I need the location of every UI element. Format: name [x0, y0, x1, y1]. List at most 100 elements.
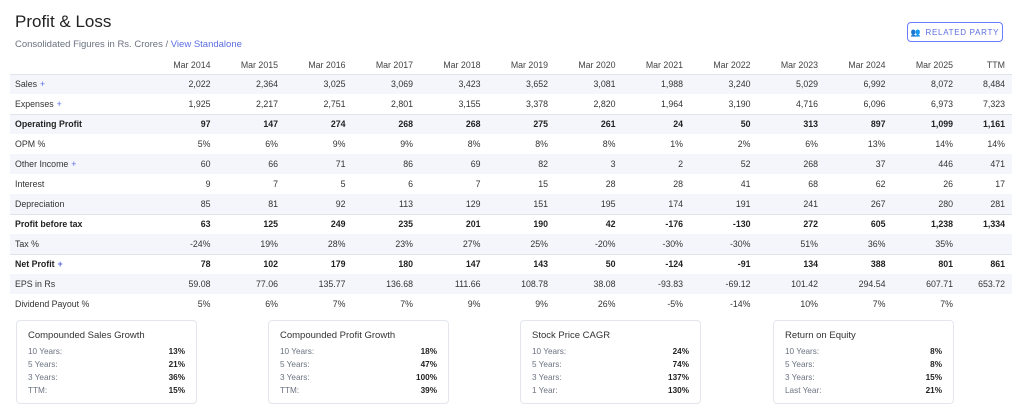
- table-cell: 13%: [867, 139, 886, 149]
- growth-row: 10 Years: 18%: [280, 345, 437, 358]
- growth-panel-title: Return on Equity: [785, 330, 856, 341]
- growth-panel: Stock Price CAGR 10 Years: 24% 5 Years: 74% 3…: [520, 320, 701, 404]
- row-label[interactable]: Net Profit +: [10, 253, 150, 274]
- table-cell: 2: [622, 154, 690, 174]
- table-cell: 3,240: [690, 73, 758, 94]
- table-cell: 653.72: [960, 274, 1012, 294]
- table-cell: 294.54: [825, 274, 893, 294]
- table-header-row: Mar 2014 Mar 2015 Mar 2016 Mar 2017 Mar 2018…: [10, 57, 1012, 74]
- growth-period-label: 3 Years:: [532, 373, 562, 382]
- table-cell: 143: [487, 253, 555, 274]
- table-row[interactable]: Sales +2,022 2,364 3,025 3,069 3,423 3,652 3,08…: [10, 73, 1012, 94]
- table-body: Sales +2,022 2,364 3,025 3,069 3,423 3,652 3,08…: [10, 73, 1012, 314]
- growth-row: Last Year: 21%: [785, 384, 942, 397]
- page-title: Profit & Loss: [15, 12, 112, 31]
- row-label: Depreciation: [10, 194, 150, 214]
- row-label[interactable]: Other Income +: [10, 154, 150, 174]
- table-cell: 2%: [737, 139, 751, 149]
- table-cell: 446: [892, 154, 960, 174]
- table-row[interactable]: Other Income +60 66 71 86 69 82 3 2 52 268 37 446 471: [10, 154, 1012, 174]
- expand-row-button[interactable]: +: [40, 79, 46, 90]
- table-cell: 201: [420, 213, 488, 234]
- table-cell: 101.42: [757, 274, 825, 294]
- column-header: Mar 2023: [780, 60, 818, 71]
- growth-row: 3 Years: 15%: [785, 371, 942, 384]
- growth-value: 137%: [668, 373, 689, 382]
- table-cell: 8,072: [892, 73, 960, 94]
- profit-loss-table: Mar 2014 Mar 2015 Mar 2016 Mar 2017 Mar 2018…: [10, 57, 1012, 314]
- row-label-text: Interest: [15, 179, 45, 189]
- growth-value: 15%: [925, 373, 942, 382]
- table-cell: 38.08: [555, 274, 623, 294]
- table-row: OPM % 5% 6% 9% 9% 8% 8% 8% 1% 2% 6% 13% 14% 14%: [10, 134, 1012, 154]
- table-cell: -24%: [150, 234, 218, 254]
- row-label-text: Depreciation: [15, 198, 65, 209]
- growth-row: 1 Year: 130%: [532, 384, 689, 397]
- table-cell: 268: [420, 113, 488, 134]
- table-cell: 3: [555, 154, 623, 174]
- table-cell: 25%: [487, 234, 555, 254]
- table-cell: 3,378: [525, 98, 548, 109]
- growth-row: 3 Years: 100%: [280, 371, 437, 384]
- table-cell: 42: [555, 213, 623, 234]
- table-cell: 8,484: [960, 73, 1012, 94]
- table-row: EPS in Rs 59.08 77.06 135.77 136.68 111.66 108…: [10, 274, 1012, 294]
- growth-row: 10 Years: 8%: [785, 345, 942, 358]
- table-row: Interest 9 7 5 6 7 15 28 28 41 68 62 26 17: [10, 174, 1012, 194]
- table-cell: 897: [825, 113, 893, 134]
- row-label[interactable]: Sales +: [10, 73, 150, 94]
- growth-period-label: Last Year:: [785, 386, 822, 395]
- related-party-button[interactable]: 👥 RELATED PARTY: [907, 22, 1003, 42]
- table-cell: [960, 294, 1012, 314]
- row-label-text: Operating Profit: [15, 119, 82, 130]
- table-cell: 14%: [987, 139, 1005, 149]
- growth-row: 3 Years: 137%: [532, 371, 689, 384]
- column-header: Mar 2024: [848, 60, 886, 71]
- expand-row-button[interactable]: +: [71, 159, 77, 169]
- table-cell: 5: [340, 179, 346, 189]
- table-cell: 281: [960, 194, 1012, 214]
- table-cell: 37: [825, 154, 893, 174]
- expand-row-button[interactable]: +: [57, 259, 63, 270]
- table-cell: 4,716: [795, 98, 818, 109]
- table-cell: 135.77: [285, 274, 353, 294]
- expand-row-button[interactable]: +: [56, 98, 62, 109]
- table-cell: 17: [995, 179, 1005, 189]
- growth-period-label: 5 Years:: [28, 360, 58, 369]
- table-cell: 241: [757, 194, 825, 214]
- table-cell: 1,238: [892, 213, 960, 234]
- growth-row: 10 Years: 13%: [28, 345, 185, 358]
- row-label-text: Expenses: [15, 98, 54, 109]
- table-cell: 36%: [825, 234, 893, 254]
- table-cell: 82: [487, 154, 555, 174]
- table-cell: 59.08: [150, 274, 218, 294]
- table-cell: 6,973: [930, 98, 953, 109]
- table-cell: 191: [690, 194, 758, 214]
- row-label-text: Tax %: [15, 238, 39, 249]
- row-label: OPM %: [10, 134, 150, 154]
- table-cell: 14%: [935, 139, 953, 149]
- table-row[interactable]: Expenses +1,925 2,217 2,751 2,801 3,155 3,378 2…: [10, 94, 1012, 114]
- table-cell: 1,099: [892, 113, 960, 134]
- view-standalone-link[interactable]: View Standalone: [170, 39, 242, 50]
- growth-period-label: 10 Years:: [785, 347, 820, 356]
- growth-period-label: 3 Years:: [28, 373, 58, 382]
- table-cell: 5%: [197, 299, 211, 309]
- table-row[interactable]: Net Profit +78 102 179 180 147 143 50 -124 -91 134…: [10, 253, 1012, 274]
- table-cell: -124: [622, 253, 690, 274]
- table-cell: 41: [740, 179, 751, 189]
- table-cell: 3,069: [352, 73, 420, 94]
- table-cell: 136.68: [352, 274, 420, 294]
- growth-value: 8%: [930, 347, 942, 356]
- table-cell: 2,022: [150, 73, 218, 94]
- table-cell: 7%: [872, 299, 886, 309]
- row-label: Operating Profit: [10, 113, 150, 134]
- table-cell: 19%: [217, 234, 285, 254]
- growth-period-label: 5 Years:: [785, 360, 815, 369]
- table-cell: 15: [538, 179, 548, 189]
- table-cell: 3,190: [728, 98, 751, 109]
- row-label[interactable]: Expenses +: [10, 94, 150, 114]
- table-cell: 26%: [597, 299, 616, 309]
- table-cell: 388: [825, 253, 893, 274]
